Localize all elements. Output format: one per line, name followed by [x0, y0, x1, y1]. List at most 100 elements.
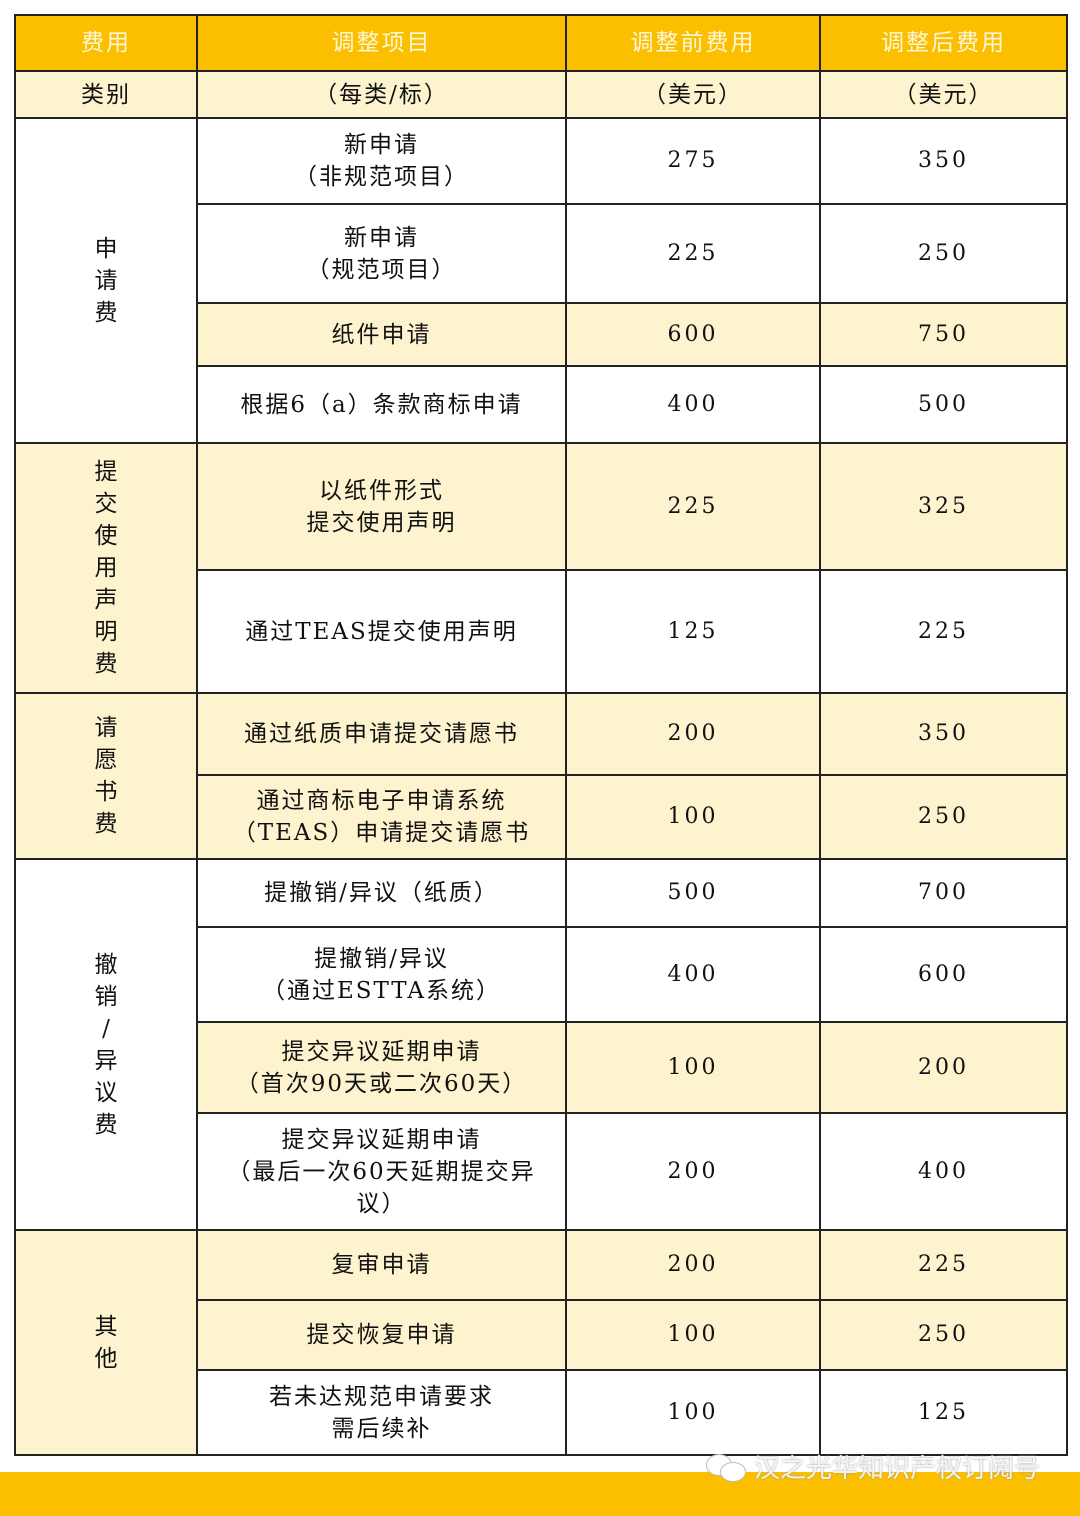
table-row: 新申请 （规范项目） 225 250: [15, 203, 1068, 304]
header-after: 调整后费用: [819, 14, 1068, 72]
item-cell: 提交恢复申请: [196, 1299, 567, 1371]
item-line: （通过ESTTA系统）: [261, 977, 501, 1004]
table-row: 通过TEAS提交使用声明 125 225: [15, 569, 1068, 694]
item-line: 以纸件形式: [319, 477, 444, 504]
fee-before-cell: 600: [565, 302, 821, 367]
category-label: 撤销/异议费: [94, 951, 118, 1138]
item-cell: 提交异议延期申请 （最后一次60天延期提交异 议）: [196, 1112, 567, 1231]
subheader-row: 类别 （每类/标） （美元） （美元）: [14, 70, 1068, 119]
fee-before-cell: 200: [565, 692, 821, 776]
item-line: 若未达规范申请要求: [269, 1383, 494, 1410]
item-line: 提交使用声明: [306, 509, 457, 536]
item-line: 新申请: [344, 224, 419, 251]
category-cell: 申请费: [14, 117, 198, 444]
item-line: （TEAS）申请提交请愿书: [232, 820, 531, 846]
item-cell: 通过商标电子申请系统 （TEAS）申请提交请愿书: [196, 774, 567, 860]
fee-after-cell: 225: [819, 1229, 1068, 1301]
watermark-text: 汉之光华知识产权订阅号: [754, 1454, 1041, 1484]
table-row: 根据6（a）条款商标申请 400 500: [15, 365, 1068, 444]
item-line: （规范项目）: [306, 256, 457, 283]
fee-after-cell: 400: [819, 1112, 1068, 1231]
item-line: （首次90天或二次60天）: [235, 1070, 528, 1097]
fee-before-cell: 400: [565, 365, 821, 444]
item-line: 议）: [356, 1190, 407, 1217]
fee-before-cell: 500: [565, 858, 821, 928]
fee-before-cell: 225: [565, 442, 821, 571]
item-line: 提交异议延期申请: [281, 1126, 482, 1153]
fee-before-cell: 125: [565, 569, 821, 694]
item-line: 通过纸质申请提交请愿书: [244, 721, 519, 747]
item-line: 通过商标电子申请系统: [256, 788, 507, 814]
fee-after-cell: 600: [819, 926, 1068, 1023]
fee-before-cell: 100: [565, 1299, 821, 1371]
table-row: 其他 复审申请 200 225: [14, 1229, 1068, 1456]
subheader-before: （美元）: [565, 70, 821, 119]
item-cell: 新申请 （规范项目）: [196, 203, 567, 304]
fee-before-cell: 100: [565, 774, 821, 860]
item-cell: 提撤销/异议（纸质）: [196, 858, 567, 928]
category-cell: 其他: [14, 1229, 198, 1456]
fee-after-cell: 200: [819, 1021, 1068, 1114]
item-cell: 以纸件形式提交使用声明: [196, 442, 567, 571]
item-cell: 若未达规范申请要求 需后续补: [196, 1369, 567, 1456]
fee-after-cell: 250: [819, 203, 1068, 304]
category-label: 提交使用声明费: [94, 459, 118, 677]
fee-after-cell: 225: [819, 569, 1068, 694]
item-cell: 新申请 （非规范项目）: [196, 117, 567, 205]
fee-before-cell: 225: [565, 203, 821, 304]
table-row: 请愿书费 通过纸质申请提交请愿书 200 350: [14, 692, 1068, 860]
category-cell: 提交使用声明费: [14, 442, 198, 694]
footer-band: [0, 1472, 1080, 1516]
subheader-after: （美元）: [819, 70, 1068, 119]
header-row: 费用 调整项目 调整前费用 调整后费用: [14, 14, 1068, 72]
fee-after-cell: 250: [819, 774, 1068, 860]
table-row: 纸件申请 600 750: [15, 302, 1068, 367]
item-line: 根据6（a）条款商标申请: [240, 391, 523, 418]
item-cell: 复审申请: [196, 1229, 567, 1301]
table-row: 提撤销/异议 （通过ESTTA系统） 400 600: [15, 926, 1068, 1023]
table-row: 提交异议延期申请 （最后一次60天延期提交异 议） 200 400: [15, 1112, 1068, 1231]
subheader-category: 类别: [14, 70, 198, 119]
header-category: 费用: [14, 14, 198, 72]
fee-after-cell: 500: [819, 365, 1068, 444]
table-row: 通过商标电子申请系统 （TEAS）申请提交请愿书 100 250: [15, 774, 1068, 860]
header-before: 调整前费用: [565, 14, 821, 72]
fee-before-cell: 200: [565, 1229, 821, 1301]
item-line: （最后一次60天延期提交异: [227, 1158, 536, 1185]
table-row: 提交异议延期申请 （首次90天或二次60天） 100 200: [15, 1021, 1068, 1114]
fee-before-cell: 200: [565, 1112, 821, 1231]
subheader-item: （每类/标）: [196, 70, 567, 119]
item-line: 提交异议延期申请: [281, 1038, 482, 1065]
table-row: 申请费 新申请 （非规范项目） 275 350: [14, 117, 1068, 444]
category-cell: 请愿书费: [14, 692, 198, 860]
item-line: 提撤销/异议（纸质）: [264, 880, 499, 906]
table-row: 提交恢复申请 100 250: [15, 1299, 1068, 1371]
table-row: 若未达规范申请要求 需后续补 100 125: [15, 1369, 1068, 1456]
item-line: （非规范项目）: [294, 164, 469, 190]
fee-before-cell: 100: [565, 1369, 821, 1456]
wechat-icon: [706, 1452, 746, 1482]
fee-after-cell: 700: [819, 858, 1068, 928]
table-row: 提交使用声明费 以纸件形式 提交使用声明 225 325: [14, 442, 1068, 694]
fee-after-cell: 750: [819, 302, 1068, 367]
item-cell: 根据6（a）条款商标申请: [196, 365, 567, 444]
fee-before-cell: 275: [565, 117, 821, 205]
item-line: 纸件申请: [331, 321, 432, 348]
category-label: 请愿书费: [94, 715, 118, 837]
category-cell: 撤销/异议费: [14, 858, 198, 1231]
fee-after-cell: 350: [819, 692, 1068, 776]
item-line: 提撤销/异议: [314, 945, 449, 972]
item-line: 通过TEAS提交使用声明: [245, 618, 518, 645]
fee-after-cell: 250: [819, 1299, 1068, 1371]
header-item: 调整项目: [196, 14, 567, 72]
item-cell: 提交异议延期申请 （首次90天或二次60天）: [196, 1021, 567, 1114]
fee-after-cell: 125: [819, 1369, 1068, 1456]
fee-before-cell: 100: [565, 1021, 821, 1114]
fee-before-cell: 400: [565, 926, 821, 1023]
item-line: 提交恢复申请: [306, 1322, 457, 1348]
fee-after-cell: 325: [819, 442, 1068, 571]
category-label: 申请费: [94, 235, 118, 326]
item-cell: 通过纸质申请提交请愿书: [196, 692, 567, 776]
item-cell: 纸件申请: [196, 302, 567, 367]
item-cell: 通过TEAS提交使用声明: [196, 569, 567, 694]
